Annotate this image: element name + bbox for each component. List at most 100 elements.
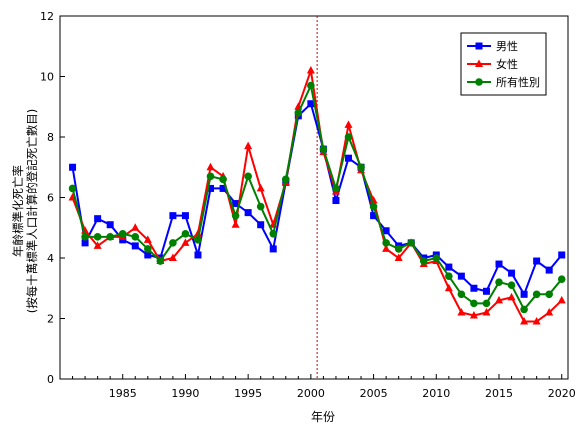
data-point	[269, 245, 277, 253]
data-point	[281, 175, 290, 184]
data-point	[306, 65, 315, 74]
data-point	[169, 239, 177, 247]
y-tick-label: 10	[40, 71, 54, 84]
data-point	[545, 290, 553, 299]
data-point	[294, 109, 303, 117]
data-point	[231, 220, 240, 228]
data-point	[68, 184, 77, 193]
data-point	[156, 257, 165, 265]
data-point	[344, 154, 352, 162]
data-point	[508, 269, 516, 277]
data-point	[169, 212, 177, 220]
legend-item: 男性	[467, 39, 518, 53]
series-line	[71, 82, 563, 312]
data-point	[244, 172, 252, 181]
data-point	[332, 197, 340, 205]
data-point	[256, 202, 265, 211]
data-point	[369, 202, 378, 211]
data-point	[520, 290, 528, 298]
data-point	[81, 239, 89, 247]
x-tick-label: 2010	[422, 387, 450, 400]
data-point	[394, 253, 403, 261]
data-point	[144, 245, 152, 253]
data-point	[307, 100, 315, 108]
data-point	[444, 283, 453, 292]
data-point	[495, 295, 504, 304]
data-point	[194, 236, 202, 244]
data-point	[482, 307, 491, 316]
data-point	[219, 175, 227, 184]
data-point	[131, 223, 140, 231]
data-point	[81, 233, 89, 241]
data-point	[244, 141, 253, 150]
x-tick-label: 1985	[109, 387, 137, 400]
data-point	[507, 281, 516, 290]
y-tick-label: 2	[47, 313, 54, 326]
series-line	[71, 70, 563, 323]
y-axis-label-line1: 年齡標準化死亡率	[11, 165, 25, 257]
data-point	[445, 272, 453, 280]
legend-label: 所有性別	[496, 75, 540, 89]
data-point	[557, 275, 566, 283]
x-axis-label: 年份	[311, 410, 335, 424]
data-point	[307, 81, 315, 90]
x-tick-label: 2005	[360, 387, 388, 400]
data-point	[143, 235, 152, 243]
data-point	[256, 183, 265, 192]
data-point	[382, 239, 390, 247]
data-point	[69, 163, 77, 171]
data-point	[370, 212, 378, 220]
data-point	[482, 287, 490, 295]
x-tick-label: 2015	[485, 387, 513, 400]
data-point	[319, 145, 328, 153]
data-point	[545, 307, 554, 316]
data-point	[475, 78, 483, 86]
data-point	[495, 278, 503, 287]
data-point	[206, 172, 215, 181]
data-point	[119, 236, 127, 244]
data-point	[457, 272, 465, 280]
data-point	[520, 305, 528, 314]
data-point	[520, 317, 529, 325]
data-point	[131, 242, 139, 250]
data-point	[93, 233, 102, 241]
data-point	[144, 251, 152, 259]
data-point	[168, 253, 177, 261]
data-point	[344, 120, 353, 128]
data-point	[470, 284, 478, 292]
data-point	[181, 238, 190, 246]
data-point	[232, 200, 240, 208]
data-point	[181, 230, 190, 238]
legend-item: 所有性別	[467, 75, 540, 89]
data-point	[545, 266, 553, 274]
data-point	[106, 233, 114, 241]
data-point	[470, 299, 478, 308]
data-point	[357, 163, 365, 172]
data-point	[507, 292, 516, 301]
y-tick-label: 4	[47, 252, 54, 265]
data-point	[206, 162, 215, 171]
data-point	[558, 251, 566, 259]
data-point	[269, 230, 278, 238]
data-point	[181, 212, 189, 220]
data-point	[457, 307, 466, 316]
data-point	[532, 290, 541, 299]
data-point	[131, 233, 140, 241]
data-point	[207, 184, 215, 192]
data-point	[382, 244, 391, 252]
data-point	[219, 184, 227, 192]
y-tick-label: 12	[40, 10, 54, 23]
y-tick-label: 6	[47, 192, 54, 205]
data-point	[557, 295, 566, 304]
data-point	[482, 299, 491, 308]
data-point	[193, 229, 202, 237]
y-axis-label-line2: (按每十萬標準人口計算的登記死亡數目)	[25, 109, 39, 313]
data-point	[407, 239, 416, 247]
series-line	[71, 101, 563, 297]
x-tick-label: 1990	[171, 387, 199, 400]
data-point	[419, 257, 428, 265]
data-point	[118, 230, 127, 238]
data-point	[93, 241, 102, 249]
